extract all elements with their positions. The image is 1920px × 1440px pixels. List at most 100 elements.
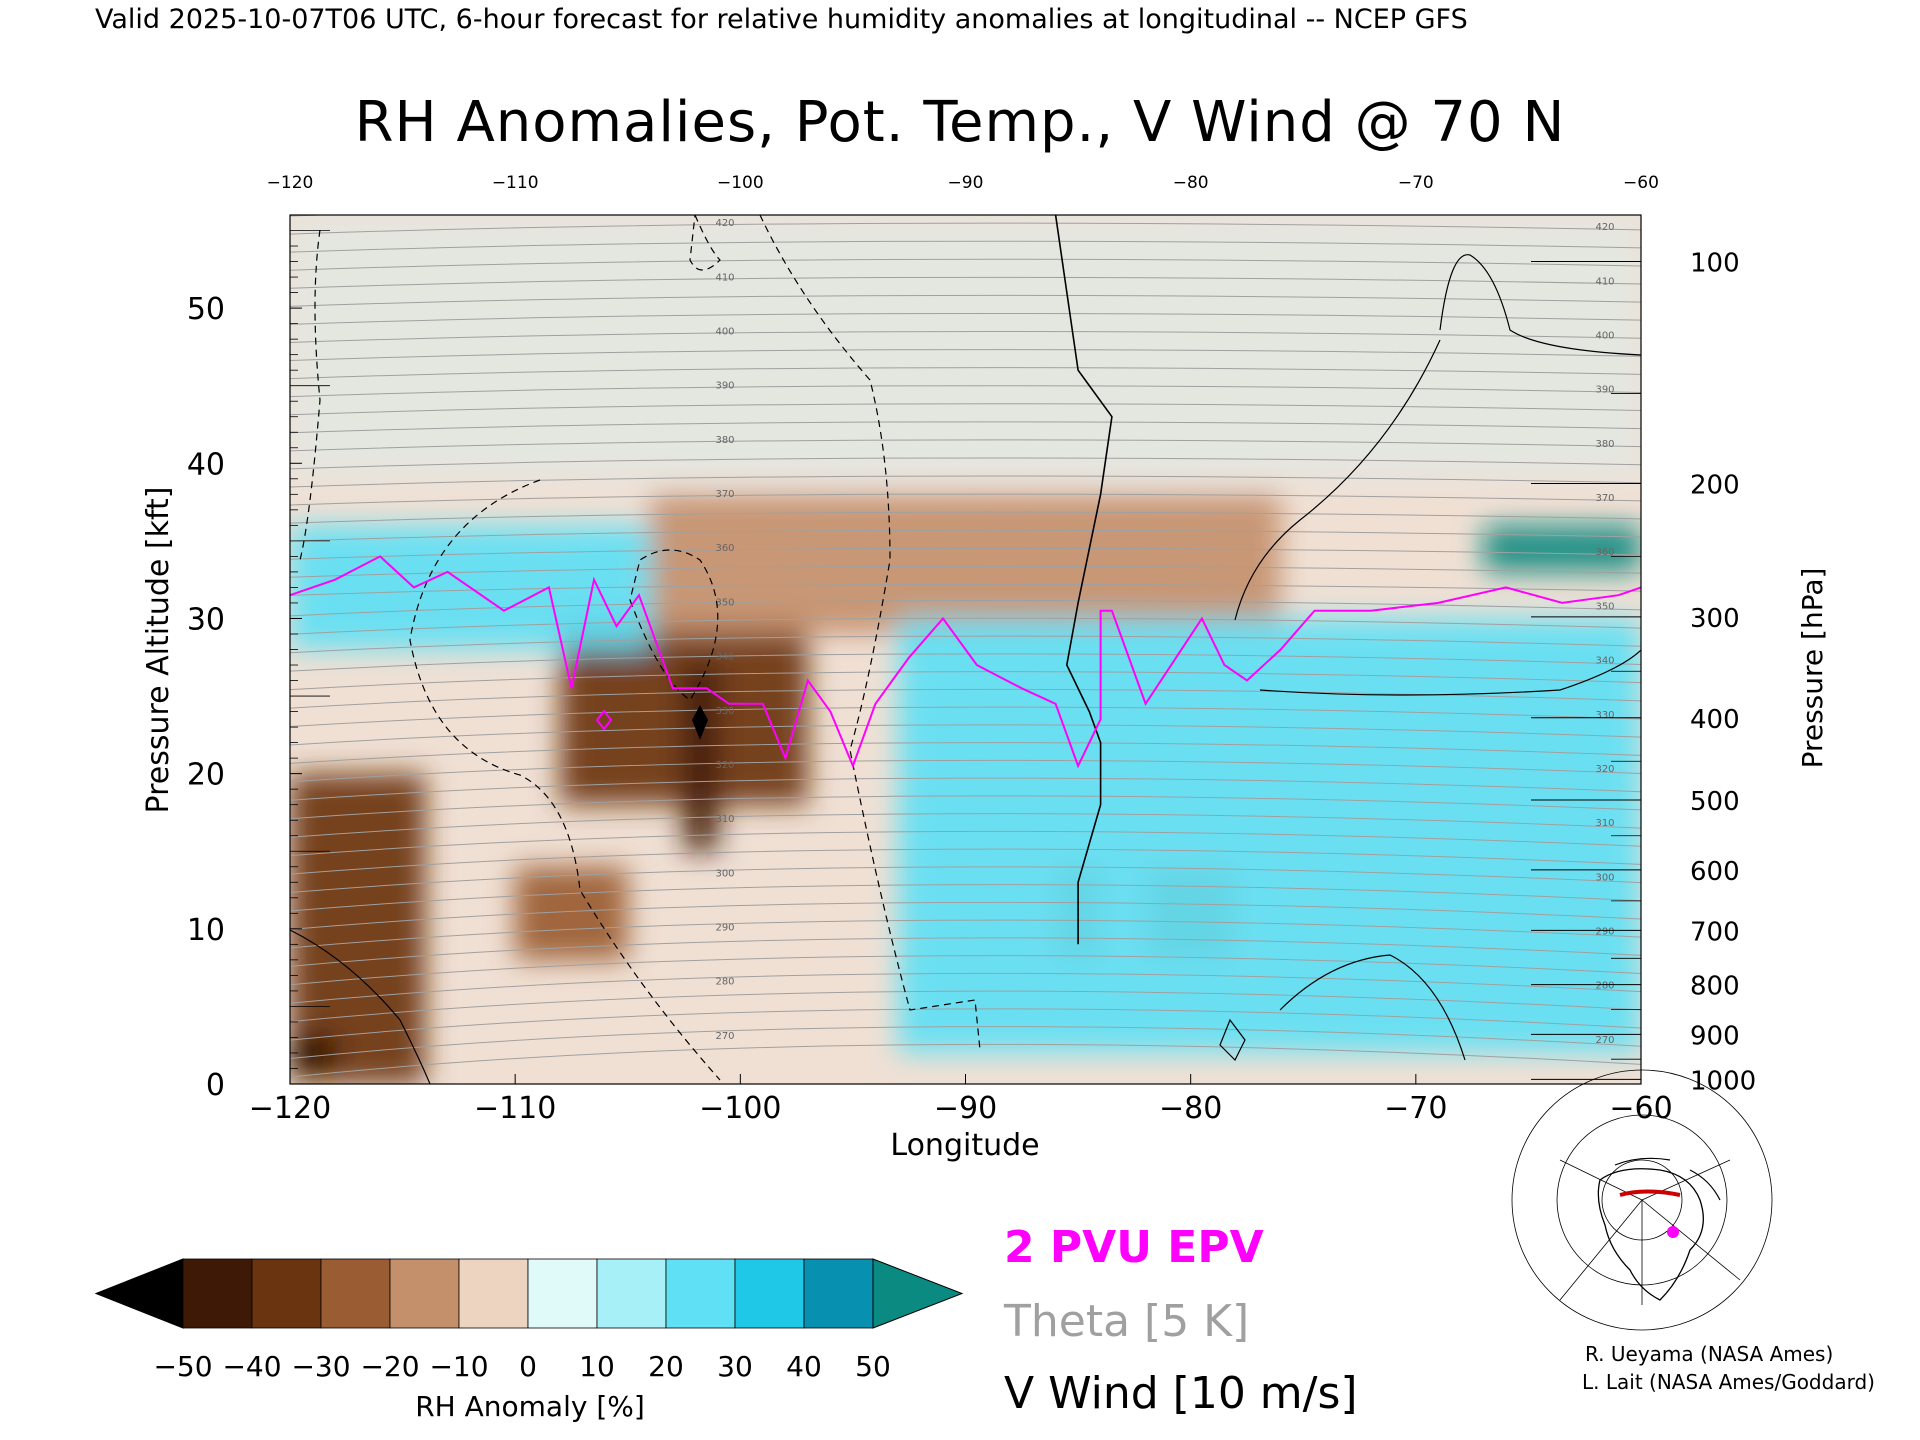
theta-label-right-290: 290 bbox=[1595, 927, 1614, 938]
vwind-contour-pos10-upper bbox=[1439, 254, 1641, 356]
theta-line-12 bbox=[290, 830, 1641, 857]
x-tick-label-1: −110 bbox=[474, 1091, 556, 1126]
theta-line-24 bbox=[290, 617, 1641, 635]
colorbar-tick-9: 40 bbox=[786, 1350, 822, 1383]
colorbar-bin-6 bbox=[596, 1258, 667, 1329]
vwind-contour-neg-closed bbox=[629, 549, 719, 701]
theta-label-390: 390 bbox=[715, 381, 734, 392]
theta-line-2 bbox=[290, 1008, 1641, 1041]
colorbar-tick-4: −10 bbox=[429, 1350, 488, 1383]
pressure-tick-label-5: 600 bbox=[1690, 857, 1740, 887]
pressure-tick-label-1: 200 bbox=[1690, 470, 1740, 500]
rh-region-0 bbox=[290, 773, 426, 1084]
theta-label-370: 370 bbox=[715, 489, 734, 500]
theta-line-32 bbox=[290, 475, 1641, 488]
colorbar-bin-1 bbox=[251, 1258, 322, 1329]
pressure-tick-label-3: 400 bbox=[1690, 705, 1740, 735]
theta-line-35 bbox=[290, 421, 1641, 434]
inset-location-marker bbox=[1667, 1226, 1679, 1238]
theta-label-right-370: 370 bbox=[1595, 493, 1614, 504]
vwind-contour-closed bbox=[1219, 1018, 1246, 1062]
theta-line-1 bbox=[290, 1026, 1641, 1060]
legend-theta: Theta [5 K] bbox=[1003, 1296, 1249, 1347]
credit-line-1: R. Ueyama (NASA Ames) bbox=[1585, 1342, 1834, 1366]
rh-region-8 bbox=[897, 618, 1641, 1053]
theta-label-410: 410 bbox=[715, 272, 734, 283]
theta-label-right-420: 420 bbox=[1595, 222, 1614, 233]
pressure-tick-label-4: 500 bbox=[1690, 787, 1740, 817]
theta-label-350: 350 bbox=[715, 597, 734, 608]
theta-label-right-400: 400 bbox=[1595, 330, 1614, 341]
theta-line-31 bbox=[290, 493, 1641, 506]
x-axis-label: Longitude bbox=[890, 1128, 1039, 1163]
colorbar: −50 −40 −30 −20 −10 0 10 20 30 40 50 bbox=[94, 1258, 964, 1383]
theta-line-41 bbox=[290, 313, 1641, 325]
theta-line-42 bbox=[290, 294, 1641, 307]
theta-label-right-330: 330 bbox=[1595, 710, 1614, 721]
theta-line-47 bbox=[290, 215, 336, 217]
theta-line-22 bbox=[290, 653, 1641, 672]
colorbar-tick-6: 10 bbox=[579, 1350, 615, 1383]
colorbar-tick-3: −20 bbox=[360, 1350, 419, 1383]
x-tick-label-3: −90 bbox=[934, 1091, 997, 1126]
theta-line-16 bbox=[290, 759, 1641, 783]
theta-label-310: 310 bbox=[715, 814, 734, 825]
theta-line-25 bbox=[290, 600, 1641, 617]
theta-label-280: 280 bbox=[715, 977, 734, 988]
colorbar-bin-2 bbox=[320, 1258, 391, 1329]
theta-line-9 bbox=[290, 884, 1641, 912]
theta-line-19 bbox=[290, 706, 1641, 728]
rh-region-4 bbox=[684, 665, 718, 852]
theta-line-6 bbox=[290, 937, 1641, 967]
pressure-tick-label-6: 700 bbox=[1690, 917, 1740, 947]
rh-region-11 bbox=[290, 215, 1641, 479]
x-tick-label-6: −60 bbox=[1609, 1091, 1672, 1126]
colorbar-tick-7: 20 bbox=[648, 1350, 684, 1383]
pressure-minor-ticks bbox=[1611, 393, 1641, 1060]
colorbar-bin-0 bbox=[182, 1258, 253, 1329]
theta-label-right-350: 350 bbox=[1595, 601, 1614, 612]
y-tick-label-0: 0 bbox=[206, 1068, 225, 1103]
colorbar-max-arrow bbox=[872, 1258, 964, 1329]
chart-title: RH Anomalies, Pot. Temp., V Wind @ 70 N bbox=[354, 90, 1566, 155]
top-tick-label-0: −120 bbox=[267, 173, 314, 193]
colorbar-tick-5: 0 bbox=[519, 1350, 537, 1383]
theta-line-29 bbox=[290, 529, 1641, 542]
colorbar-bin-4 bbox=[458, 1258, 529, 1329]
colorbar-tick-1: −40 bbox=[222, 1350, 281, 1383]
theta-line-3 bbox=[290, 990, 1641, 1023]
theta-label-320: 320 bbox=[715, 760, 734, 771]
theta-line-7 bbox=[290, 919, 1641, 949]
epv-2pvu-line bbox=[290, 555, 1641, 769]
x-tick-label-4: −80 bbox=[1159, 1091, 1222, 1126]
vwind-contour-neg-east bbox=[759, 215, 981, 1051]
top-tick-label-1: −110 bbox=[492, 173, 539, 193]
theta-label-right-270: 270 bbox=[1595, 1035, 1614, 1046]
theta-line-36 bbox=[290, 403, 1641, 416]
theta-label-300: 300 bbox=[715, 868, 734, 879]
theta-line-21 bbox=[290, 671, 1641, 691]
x-tick-label-2: −100 bbox=[699, 1091, 781, 1126]
colorbar-bin-7 bbox=[665, 1258, 736, 1329]
theta-line-10 bbox=[290, 866, 1641, 894]
colorbar-tick-0: −50 bbox=[153, 1350, 212, 1383]
theta-line-40 bbox=[290, 331, 1641, 343]
theta-line-18 bbox=[290, 724, 1641, 746]
theta-line-11 bbox=[290, 848, 1641, 875]
rh-region-5 bbox=[650, 494, 1281, 634]
top-tick-label-4: −80 bbox=[1173, 173, 1209, 193]
vwind-contour-pos10-lower bbox=[1259, 649, 1641, 696]
vwind-contour-neg-west bbox=[409, 479, 721, 1081]
rh-anomaly-field bbox=[290, 215, 1641, 1084]
theta-label-420: 420 bbox=[715, 218, 734, 229]
theta-label-right-300: 300 bbox=[1595, 872, 1614, 883]
theta-line-23 bbox=[290, 635, 1641, 654]
theta-line-34 bbox=[290, 439, 1641, 452]
theta-line-8 bbox=[290, 901, 1641, 930]
pressure-tick-label-2: 300 bbox=[1690, 604, 1740, 634]
inset-track bbox=[1619, 1189, 1681, 1197]
top-tick-label-2: −100 bbox=[717, 173, 764, 193]
theta-line-43 bbox=[290, 276, 1641, 289]
colorbar-bin-5 bbox=[527, 1258, 598, 1329]
theta-contours bbox=[290, 215, 1641, 1078]
